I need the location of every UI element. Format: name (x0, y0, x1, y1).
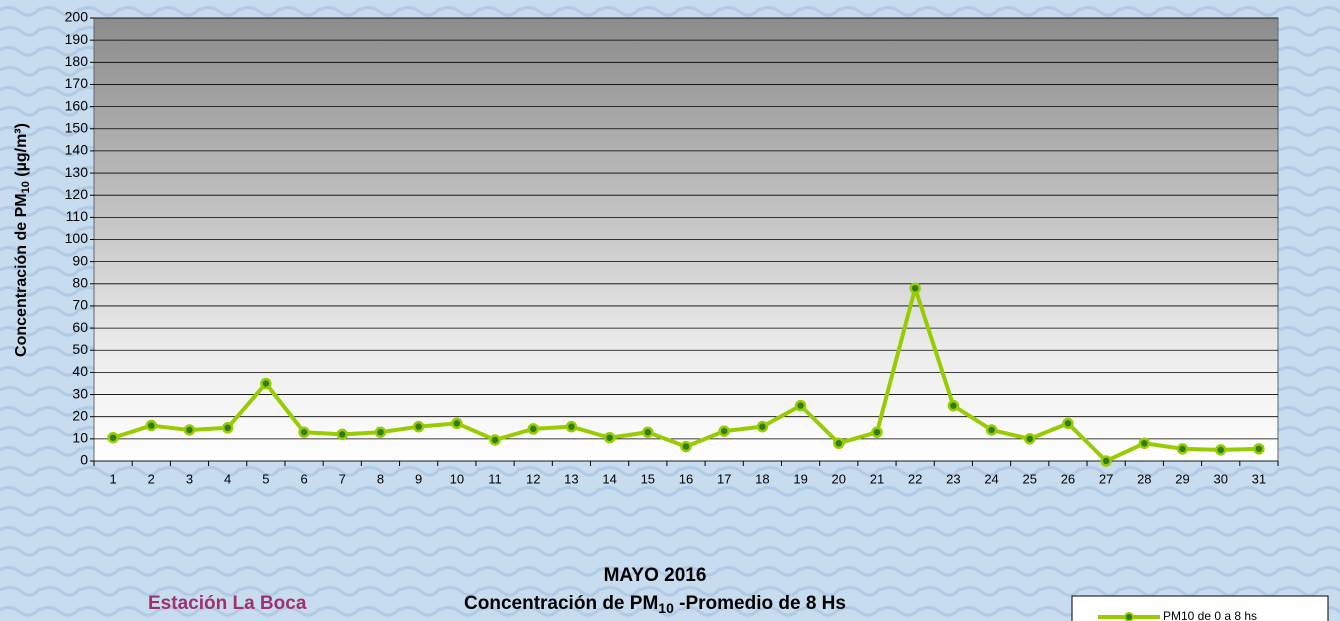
legend-marker (1125, 613, 1133, 621)
x-tick-label: 13 (564, 471, 578, 486)
x-tick-label: 24 (984, 471, 998, 486)
x-tick-label: 14 (602, 471, 616, 486)
y-label-text: Concentración de PM (13, 193, 30, 357)
x-tick-label: 11 (488, 471, 502, 486)
x-tick-label: 8 (377, 471, 384, 486)
x-tick-label: 28 (1137, 471, 1151, 486)
data-point (796, 401, 805, 410)
x-tick-label: 20 (832, 471, 846, 486)
x-tick-label: 3 (186, 471, 193, 486)
data-point (338, 430, 347, 439)
data-point (834, 439, 843, 448)
data-point (911, 284, 920, 293)
x-tick-label: 18 (755, 471, 769, 486)
chart-title: MAYO 2016 (604, 565, 707, 586)
x-tick-label: 22 (908, 471, 922, 486)
y-tick-label: 70 (72, 297, 88, 313)
data-point (605, 433, 614, 442)
y-tick-label: 190 (65, 31, 89, 47)
x-tick-label: 30 (1213, 471, 1227, 486)
data-point (1216, 445, 1225, 454)
chart: Concentración de PM10 (µg/m³) MAYO 2016 … (0, 0, 1340, 621)
x-tick-label: 26 (1061, 471, 1075, 486)
y-tick-label: 170 (65, 75, 89, 91)
data-point (567, 422, 576, 431)
y-label-sub: 10 (20, 181, 32, 193)
data-point (758, 422, 767, 431)
y-tick-label: 90 (72, 252, 88, 268)
y-tick-label: 20 (72, 407, 88, 423)
x-tick-label: 5 (262, 471, 269, 486)
y-tick-label: 200 (65, 9, 89, 25)
y-tick-label: 180 (65, 53, 89, 69)
x-tick-label: 23 (946, 471, 960, 486)
x-tick-label: 16 (679, 471, 693, 486)
x-tick-label: 12 (526, 471, 540, 486)
y-tick-label: 160 (65, 97, 89, 113)
y-tick-label: 50 (72, 341, 88, 357)
y-tick-label: 150 (65, 119, 89, 135)
x-tick-label: 19 (793, 471, 807, 486)
data-point (452, 419, 461, 428)
x-tick-label: 7 (339, 471, 346, 486)
x-tick-label: 25 (1023, 471, 1037, 486)
y-tick-label: 110 (66, 208, 89, 224)
x-tick-label: 29 (1175, 471, 1189, 486)
data-point (414, 422, 423, 431)
data-point (185, 425, 194, 434)
y-tick-label: 120 (65, 186, 89, 202)
data-point (949, 401, 958, 410)
y-tick-label: 140 (65, 142, 89, 158)
y-tick-label: 10 (72, 430, 88, 446)
x-tick-label: 17 (717, 471, 731, 486)
x-tick-label: 15 (641, 471, 655, 486)
y-tick-label: 100 (65, 230, 89, 246)
title-text: -Promedio de 8 Hs (674, 593, 846, 614)
y-tick-label: 130 (65, 164, 89, 180)
data-point (643, 428, 652, 437)
y-axis-label: Concentración de PM10 (µg/m³) (13, 123, 32, 357)
x-tick-label: 10 (450, 471, 464, 486)
data-point (300, 428, 309, 437)
title-sub: 10 (658, 600, 674, 616)
x-tick-label: 1 (109, 471, 116, 486)
data-point (1025, 434, 1034, 443)
data-point (1140, 439, 1149, 448)
data-point (1063, 419, 1072, 428)
y-label-text: (µg/m³) (13, 123, 30, 181)
x-tick-label: 4 (224, 471, 231, 486)
data-point (872, 428, 881, 437)
y-tick-label: 30 (72, 385, 88, 401)
x-tick-label: 21 (870, 471, 884, 486)
data-point (987, 425, 996, 434)
data-point (1102, 457, 1111, 466)
data-point (261, 379, 270, 388)
data-point (1178, 444, 1187, 453)
chart-subtitle: Concentración de PM10 -Promedio de 8 Hs (464, 593, 846, 616)
y-tick-label: 40 (72, 363, 88, 379)
data-point (109, 433, 118, 442)
y-tick-label: 60 (72, 319, 88, 335)
x-tick-label: 31 (1252, 471, 1266, 486)
data-point (376, 428, 385, 437)
x-tick-label: 6 (300, 471, 307, 486)
x-tick-label: 27 (1099, 471, 1113, 486)
data-point (223, 423, 232, 432)
y-tick-label: 0 (80, 452, 88, 468)
x-tick-label: 2 (148, 471, 155, 486)
data-point (491, 435, 500, 444)
y-tick-label: 80 (72, 275, 88, 291)
data-point (147, 421, 156, 430)
legend-label: PM10 de 0 a 8 hs (1163, 609, 1257, 621)
data-point (529, 424, 538, 433)
x-tick-label: 9 (415, 471, 422, 486)
data-point (1254, 444, 1263, 453)
station-label: Estación La Boca (148, 593, 307, 614)
data-point (720, 427, 729, 436)
title-text: Concentración de PM (464, 593, 658, 614)
data-point (682, 442, 691, 451)
